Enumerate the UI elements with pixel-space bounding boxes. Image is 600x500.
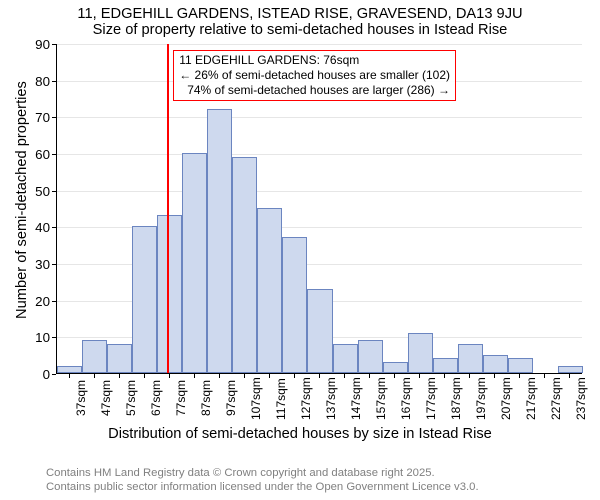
xtick-mark <box>319 374 320 378</box>
xtick-label: 57sqm <box>124 380 138 420</box>
annotation-line: ← 26% of semi-detached houses are smalle… <box>179 68 450 83</box>
x-axis-label: Distribution of semi-detached houses by … <box>0 426 600 442</box>
xtick-label: 147sqm <box>349 380 363 420</box>
plot-area: 11 EDGEHILL GARDENS: 76sqm← 26% of semi-… <box>56 44 582 374</box>
ytick-label: 10 <box>20 330 50 345</box>
annotation-box: 11 EDGEHILL GARDENS: 76sqm← 26% of semi-… <box>173 50 456 101</box>
annotation-line: 11 EDGEHILL GARDENS: 76sqm <box>179 53 450 68</box>
xtick-mark <box>119 374 120 378</box>
xtick-mark <box>394 374 395 378</box>
ytick-mark <box>52 191 56 192</box>
xtick-label: 197sqm <box>474 380 488 420</box>
ytick-mark <box>52 154 56 155</box>
xtick-label: 77sqm <box>174 380 188 420</box>
annotation-line: 74% of semi-detached houses are larger (… <box>179 83 450 98</box>
gridline <box>57 44 582 45</box>
xtick-mark <box>194 374 195 378</box>
xtick-label: 127sqm <box>299 380 313 420</box>
xtick-label: 87sqm <box>199 380 213 420</box>
histogram-bar <box>558 366 583 373</box>
reference-line <box>167 44 169 373</box>
histogram-bar <box>132 226 157 373</box>
title-line-1: 11, EDGEHILL GARDENS, ISTEAD RISE, GRAVE… <box>0 6 600 22</box>
histogram-bar <box>257 208 282 373</box>
xtick-mark <box>519 374 520 378</box>
gridline <box>57 117 582 118</box>
ytick-mark <box>52 301 56 302</box>
attribution: Contains HM Land Registry data © Crown c… <box>0 466 600 494</box>
histogram-bar <box>182 153 207 373</box>
xtick-label: 37sqm <box>74 380 88 420</box>
histogram-bar <box>57 366 82 373</box>
xtick-mark <box>344 374 345 378</box>
histogram-bar <box>207 109 232 373</box>
ytick-label: 0 <box>20 367 50 382</box>
xtick-mark <box>469 374 470 378</box>
xtick-mark <box>269 374 270 378</box>
histogram-bar <box>458 344 483 373</box>
xtick-mark <box>419 374 420 378</box>
gridline <box>57 191 582 192</box>
xtick-label: 167sqm <box>399 380 413 420</box>
attribution-line: Contains public sector information licen… <box>46 480 600 494</box>
ytick-label: 90 <box>20 37 50 52</box>
histogram-bar <box>157 215 182 373</box>
xtick-label: 67sqm <box>149 380 163 420</box>
histogram-bar <box>383 362 408 373</box>
xtick-label: 47sqm <box>99 380 113 420</box>
xtick-label: 237sqm <box>574 380 588 420</box>
histogram-bar <box>483 355 508 373</box>
histogram-bar <box>408 333 433 373</box>
histogram-bar <box>333 344 358 373</box>
xtick-label: 207sqm <box>499 380 513 420</box>
title-line-2: Size of property relative to semi-detach… <box>0 22 600 38</box>
xtick-label: 187sqm <box>449 380 463 420</box>
xtick-mark <box>169 374 170 378</box>
y-axis-label: Number of semi-detached properties <box>14 81 30 319</box>
xtick-mark <box>294 374 295 378</box>
ytick-mark <box>52 337 56 338</box>
histogram-bar <box>358 340 383 373</box>
ytick-mark <box>52 117 56 118</box>
ytick-mark <box>52 44 56 45</box>
histogram-bar <box>282 237 307 373</box>
xtick-mark <box>569 374 570 378</box>
xtick-label: 227sqm <box>549 380 563 420</box>
ytick-mark <box>52 81 56 82</box>
xtick-mark <box>494 374 495 378</box>
xtick-label: 217sqm <box>524 380 538 420</box>
xtick-label: 97sqm <box>224 380 238 420</box>
gridline <box>57 154 582 155</box>
histogram-bar <box>107 344 132 373</box>
histogram-bar <box>433 358 458 373</box>
ytick-mark <box>52 374 56 375</box>
xtick-mark <box>144 374 145 378</box>
xtick-mark <box>369 374 370 378</box>
xtick-mark <box>544 374 545 378</box>
histogram-bar <box>232 157 257 373</box>
ytick-mark <box>52 227 56 228</box>
xtick-mark <box>94 374 95 378</box>
xtick-label: 157sqm <box>374 380 388 420</box>
xtick-mark <box>219 374 220 378</box>
histogram-bar <box>508 358 533 373</box>
histogram-bar <box>82 340 107 373</box>
xtick-mark <box>244 374 245 378</box>
attribution-line: Contains HM Land Registry data © Crown c… <box>46 466 600 480</box>
xtick-label: 177sqm <box>424 380 438 420</box>
ytick-mark <box>52 264 56 265</box>
xtick-label: 107sqm <box>249 380 263 420</box>
xtick-mark <box>69 374 70 378</box>
histogram-bar <box>307 289 332 373</box>
xtick-mark <box>444 374 445 378</box>
xtick-label: 137sqm <box>324 380 338 420</box>
xtick-label: 117sqm <box>274 380 288 420</box>
